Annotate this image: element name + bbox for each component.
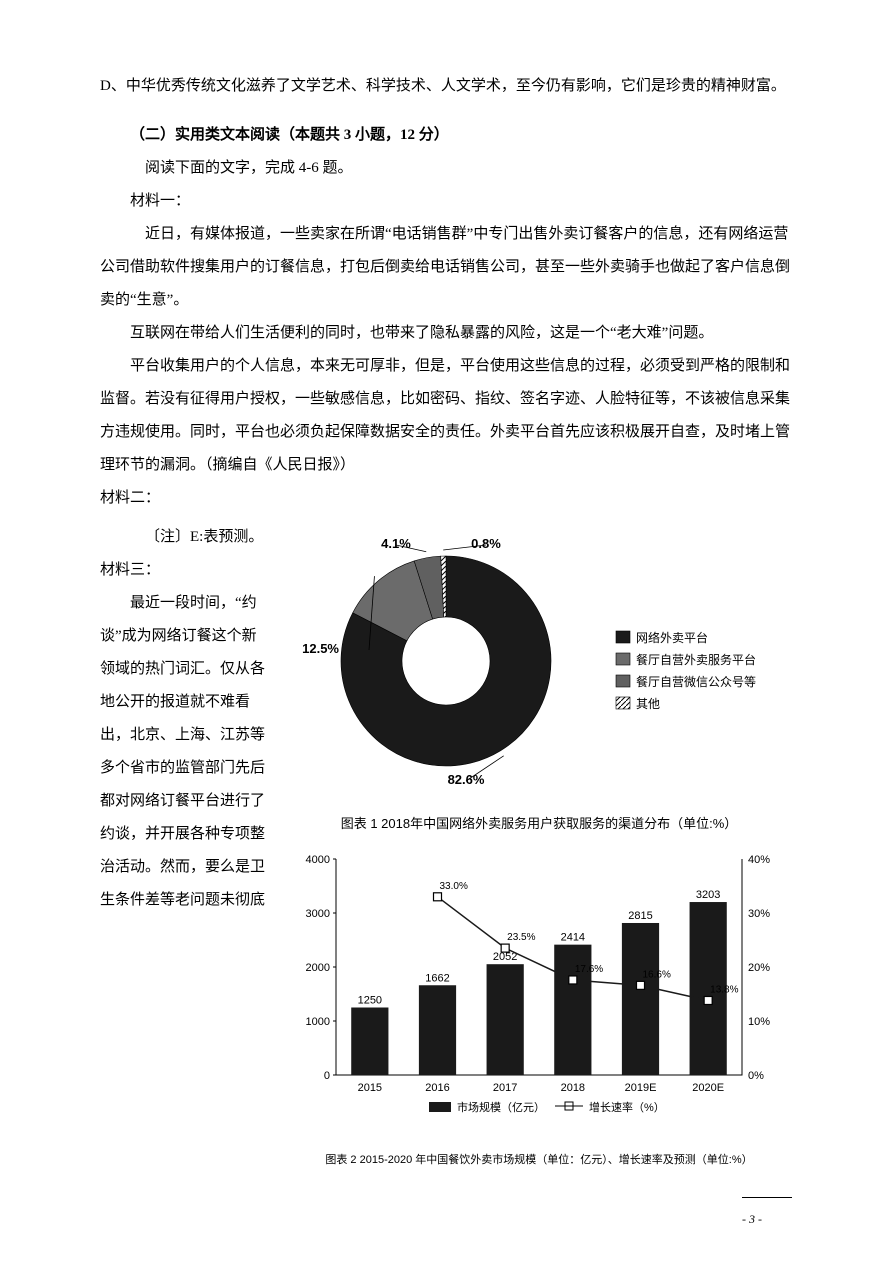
svg-text:网络外卖平台: 网络外卖平台 [636, 630, 708, 645]
svg-text:0.8%: 0.8% [471, 536, 501, 551]
svg-text:餐厅自营外卖服务平台: 餐厅自营外卖服务平台 [636, 652, 756, 667]
bar-caption: 图表 2 2015-2020 年中国餐饮外卖市场规模（单位：亿元）、增长速率及预… [286, 1148, 792, 1172]
page-number: - 3 - [742, 1197, 792, 1232]
svg-text:其他: 其他 [636, 697, 660, 711]
svg-text:10%: 10% [748, 1016, 770, 1028]
reading-instruction: 阅读下面的文字，完成 4-6 题。 [100, 152, 792, 185]
svg-text:2815: 2815 [628, 910, 652, 922]
svg-text:1662: 1662 [425, 972, 449, 984]
svg-text:23.5%: 23.5% [507, 932, 535, 943]
bar-chart: 0 1000 2000 3000 4000 0% 10% 20% 30% 40% 1250 2015 1… [286, 849, 792, 1172]
svg-text:0%: 0% [748, 1070, 764, 1082]
svg-text:17.6%: 17.6% [575, 964, 603, 975]
svg-text:2020E: 2020E [692, 1082, 724, 1094]
svg-text:2019E: 2019E [625, 1082, 657, 1094]
svg-text:20%: 20% [748, 962, 770, 974]
svg-text:2015: 2015 [358, 1082, 382, 1094]
svg-text:2018: 2018 [561, 1082, 585, 1094]
material-1-label: 材料一： [100, 185, 792, 218]
svg-text:2017: 2017 [493, 1082, 517, 1094]
left-text-column: 〔注〕E:表预测。 材料三： 最近一段时间，“约谈”成为网络订餐这个新领域的热门… [100, 521, 270, 1172]
svg-text:餐厅自营微信公众号等: 餐厅自营微信公众号等 [636, 674, 756, 689]
svg-text:2052: 2052 [493, 951, 517, 963]
svg-text:市场规模（亿元）: 市场规模（亿元） [457, 1100, 545, 1114]
option-d-text: D、中华优秀传统文化滋养了文学艺术、科学技术、人文学术，至今仍有影响，它们是珍贵… [100, 70, 792, 103]
svg-text:82.6%: 82.6% [448, 772, 485, 787]
svg-text:2016: 2016 [425, 1082, 449, 1094]
svg-text:2000: 2000 [306, 962, 330, 974]
svg-text:2414: 2414 [561, 931, 585, 943]
svg-text:33.0%: 33.0% [440, 880, 468, 891]
material-1-p3: 平台收集用户的个人信息，本来无可厚非，但是，平台使用这些信息的过程，必须受到严格… [100, 350, 792, 482]
svg-text:1000: 1000 [306, 1016, 330, 1028]
svg-text:1250: 1250 [358, 994, 382, 1006]
svg-text:16.6%: 16.6% [643, 969, 671, 980]
svg-text:4.1%: 4.1% [381, 536, 411, 551]
svg-text:3000: 3000 [306, 908, 330, 920]
svg-text:3203: 3203 [696, 889, 720, 901]
svg-text:12.5%: 12.5% [302, 641, 339, 656]
material-3-body: 最近一段时间，“约谈”成为网络订餐这个新领域的热门词汇。仅从各地公开的报道就不难… [100, 587, 270, 917]
svg-text:增长速率（%）: 增长速率（%） [589, 1100, 665, 1114]
svg-text:40%: 40% [748, 854, 770, 866]
svg-text:30%: 30% [748, 908, 770, 920]
charts-column: 82.6% 12.5% 4.1% 0.8% 网络外卖平台餐厅自营外卖服务平台餐厅自营微信… [286, 521, 792, 1172]
pie-chart: 82.6% 12.5% 4.1% 0.8% 网络外卖平台餐厅自营外卖服务平台餐厅自营微信… [286, 521, 792, 839]
pie-caption: 图表 1 2018年中国网络外卖服务用户获取服务的渠道分布（单位:%） [286, 810, 792, 839]
svg-text:13.8%: 13.8% [710, 984, 738, 995]
material-1-p2: 互联网在带给人们生活便利的同时，也带来了隐私暴露的风险，这是一个“老大难”问题。 [100, 317, 792, 350]
material-2-label: 材料二： [100, 482, 792, 515]
svg-text:4000: 4000 [306, 854, 330, 866]
material-1-p1: 近日，有媒体报道，一些卖家在所谓“电话销售群”中专门出售外卖订餐客户的信息，还有… [100, 218, 792, 317]
section-2-heading: （二）实用类文本阅读（本题共 3 小题，12 分） [100, 119, 792, 152]
two-column-layout: 〔注〕E:表预测。 材料三： 最近一段时间，“约谈”成为网络订餐这个新领域的热门… [100, 521, 792, 1172]
material-2-note: 〔注〕E:表预测。 [100, 521, 270, 554]
material-3-label: 材料三： [100, 554, 270, 587]
svg-text:0: 0 [324, 1070, 330, 1082]
